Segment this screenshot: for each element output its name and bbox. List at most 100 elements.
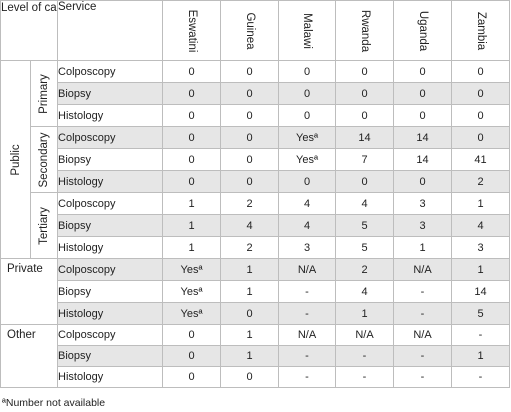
value-cell: 1 xyxy=(451,192,511,215)
value-cell: - xyxy=(278,366,337,388)
table-row: Histology 0 0 0 0 0 2 xyxy=(1,170,511,193)
country-header: Zambia xyxy=(451,0,511,61)
value-cell: N/A xyxy=(278,324,337,346)
services-table: Level of care Service Eswatini Guinea Ma… xyxy=(0,0,511,388)
value-cell: - xyxy=(393,280,453,303)
value-cell: 4 xyxy=(335,280,395,303)
value-cell: 41 xyxy=(451,148,511,171)
country-header-label: Rwanda xyxy=(358,9,371,53)
value-cell: N/A xyxy=(278,258,337,281)
value-cell: - xyxy=(393,302,453,325)
service-cell: Biopsy xyxy=(57,345,164,367)
value-cell: - xyxy=(335,366,395,388)
value-cell: 0 xyxy=(162,82,222,105)
value-cell: - xyxy=(278,302,337,325)
value-cell: 2 xyxy=(335,258,395,281)
service-cell: Biopsy xyxy=(57,82,164,105)
value-cell: 2 xyxy=(220,192,280,215)
table-row: Biopsy 0 0 Yesª 7 14 41 xyxy=(1,148,511,171)
table-row: Tertiary Colposcopy 1 2 4 4 3 1 xyxy=(1,192,511,259)
value-cell: Yesª xyxy=(162,280,222,303)
value-cell: 0 xyxy=(335,104,395,127)
value-cell: 0 xyxy=(335,82,395,105)
value-cell: 0 xyxy=(220,148,280,171)
value-cell: - xyxy=(278,345,337,367)
value-cell: 0 xyxy=(335,170,395,193)
value-cell: 0 xyxy=(220,170,280,193)
value-cell: 1 xyxy=(220,280,280,303)
service-cell: Colposcopy xyxy=(57,192,164,215)
value-cell: 14 xyxy=(335,126,395,149)
value-cell: 2 xyxy=(451,170,511,193)
country-header-label: Uganda xyxy=(416,10,429,52)
level-secondary-cell: Secondary xyxy=(29,126,59,193)
value-cell: - xyxy=(335,345,395,367)
value-cell: 1 xyxy=(451,345,511,367)
level-secondary-label: Secondary xyxy=(38,132,50,187)
value-cell: 4 xyxy=(451,214,511,237)
value-cell: 4 xyxy=(220,214,280,237)
country-header: Malawi xyxy=(278,0,337,61)
table-row: Histology 1 2 3 5 1 3 xyxy=(1,236,511,259)
value-cell: 0 xyxy=(393,60,453,83)
table-row: Histology Yesª 0 - 1 - 5 xyxy=(1,302,511,325)
value-cell: 0 xyxy=(278,60,337,83)
value-cell: 0 xyxy=(220,104,280,127)
service-cell: Biopsy xyxy=(57,148,164,171)
service-cell: Colposcopy xyxy=(57,126,164,149)
sector-other-cell: Other xyxy=(0,324,59,388)
value-cell: 0 xyxy=(451,60,511,83)
country-header: Eswatini xyxy=(162,0,222,61)
value-cell: 1 xyxy=(162,214,222,237)
value-cell: 5 xyxy=(451,302,511,325)
value-cell: Yesª xyxy=(278,126,337,149)
value-cell: 0 xyxy=(451,126,511,149)
header-row: Level of care Service Eswatini Guinea Ma… xyxy=(0,0,511,61)
value-cell: 0 xyxy=(220,126,280,149)
value-cell: 0 xyxy=(393,82,453,105)
value-cell: 0 xyxy=(162,126,222,149)
value-cell: Yesª xyxy=(278,148,337,171)
value-cell: 0 xyxy=(220,302,280,325)
service-cell: Colposcopy xyxy=(57,324,164,346)
value-cell: - xyxy=(451,324,511,346)
value-cell: 4 xyxy=(335,192,395,215)
sector-private-cell: Private xyxy=(0,258,59,325)
country-header: Rwanda xyxy=(335,0,395,61)
value-cell: 2 xyxy=(220,236,280,259)
value-cell: - xyxy=(393,345,453,367)
value-cell: 5 xyxy=(335,236,395,259)
service-cell: Histology xyxy=(57,170,164,193)
country-header-label: Zambia xyxy=(474,11,487,51)
level-primary-label: Primary xyxy=(38,73,50,114)
table-row: Biopsy 0 1 - - - 1 xyxy=(1,345,511,367)
level-tertiary-cell: Tertiary xyxy=(29,192,59,259)
table-row: Secondary Colposcopy 0 0 Yesª 14 14 0 xyxy=(1,126,511,193)
value-cell: 0 xyxy=(278,82,337,105)
value-cell: 3 xyxy=(393,214,453,237)
country-header: Guinea xyxy=(220,0,280,61)
country-header-label: Malawi xyxy=(301,13,314,49)
service-cell: Colposcopy xyxy=(57,60,164,83)
value-cell: 1 xyxy=(451,258,511,281)
value-cell: 0 xyxy=(220,82,280,105)
table-row: Histology 0 0 0 0 0 0 xyxy=(1,104,511,127)
table-footnote: ªNumber not available xyxy=(2,397,106,409)
value-cell: - xyxy=(451,366,511,388)
value-cell: 3 xyxy=(451,236,511,259)
value-cell: N/A xyxy=(393,258,453,281)
value-cell: 1 xyxy=(220,324,280,346)
table-row: Biopsy 1 4 4 5 3 4 xyxy=(1,214,511,237)
value-cell: 0 xyxy=(278,170,337,193)
value-cell: 1 xyxy=(162,192,222,215)
value-cell: 3 xyxy=(393,192,453,215)
country-header-label: Guinea xyxy=(243,12,256,50)
value-cell: 14 xyxy=(393,148,453,171)
value-cell: 0 xyxy=(451,82,511,105)
table-row: Private Colposcopy Yesª 1 N/A 2 N/A 1 xyxy=(0,258,511,325)
value-cell: 0 xyxy=(162,366,222,388)
value-cell: 1 xyxy=(393,236,453,259)
value-cell: 0 xyxy=(393,170,453,193)
value-cell: 0 xyxy=(162,60,222,83)
value-cell: 0 xyxy=(162,148,222,171)
